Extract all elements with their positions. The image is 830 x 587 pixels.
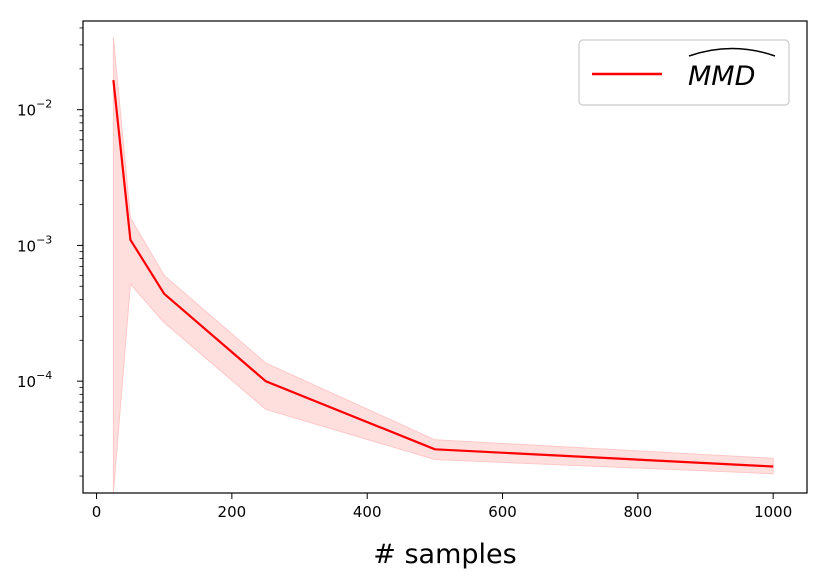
confidence-band-layer: [112, 37, 774, 494]
x-tick-label: 0: [92, 503, 102, 521]
x-axis: 0 200 400 600 800 1000: [92, 493, 792, 521]
legend: MMD: [578, 39, 790, 106]
confidence-band-series-0: [112, 37, 774, 494]
legend-hat-accent: [688, 47, 776, 57]
x-tick-label: 1000: [754, 503, 792, 521]
series-line-0: [112, 79, 774, 468]
legend-label-mmd: MMD: [688, 61, 755, 92]
x-axis-label: # samples: [373, 539, 516, 570]
x-tick-label: 800: [624, 503, 653, 521]
y-tick-label: 10−4: [17, 369, 52, 391]
legend-box: [578, 39, 790, 106]
y-tick-label: 10−3: [17, 233, 52, 255]
x-tick-label: 200: [218, 503, 247, 521]
plot-frame: [82, 20, 808, 494]
y-tick-label: 10−2: [17, 98, 52, 120]
series-line-layer: [112, 79, 774, 468]
x-tick-label: 400: [353, 503, 382, 521]
y-tick-exponent: −2: [36, 98, 52, 111]
y-tick-exponent: −3: [36, 233, 52, 246]
x-tick-label: 600: [488, 503, 517, 521]
y-tick-exponent: −4: [36, 369, 52, 382]
y-axis: 10−4 10−3 10−2: [17, 27, 83, 477]
